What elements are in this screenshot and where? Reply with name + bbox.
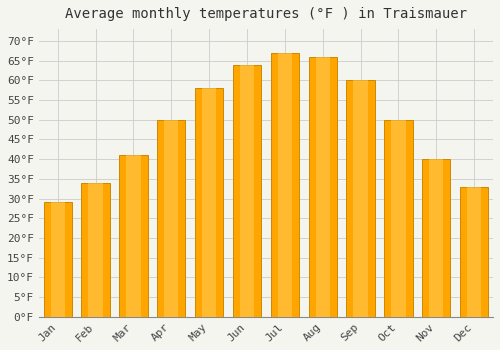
Bar xyxy=(392,120,406,317)
Bar xyxy=(164,120,178,317)
Bar xyxy=(50,203,65,317)
Bar xyxy=(88,183,102,317)
Bar xyxy=(429,159,444,317)
Bar xyxy=(460,187,488,317)
Bar xyxy=(467,187,481,317)
Bar xyxy=(82,183,110,317)
Bar xyxy=(240,64,254,317)
Bar xyxy=(346,80,375,317)
Bar xyxy=(233,64,261,317)
Bar xyxy=(270,53,299,317)
Bar xyxy=(308,57,337,317)
Bar xyxy=(202,88,216,317)
Bar xyxy=(384,120,412,317)
Bar xyxy=(157,120,186,317)
Bar xyxy=(126,155,140,317)
Bar xyxy=(422,159,450,317)
Bar xyxy=(354,80,368,317)
Bar xyxy=(278,53,292,317)
Bar xyxy=(195,88,224,317)
Bar xyxy=(44,203,72,317)
Bar xyxy=(119,155,148,317)
Title: Average monthly temperatures (°F ) in Traismauer: Average monthly temperatures (°F ) in Tr… xyxy=(65,7,467,21)
Bar xyxy=(316,57,330,317)
